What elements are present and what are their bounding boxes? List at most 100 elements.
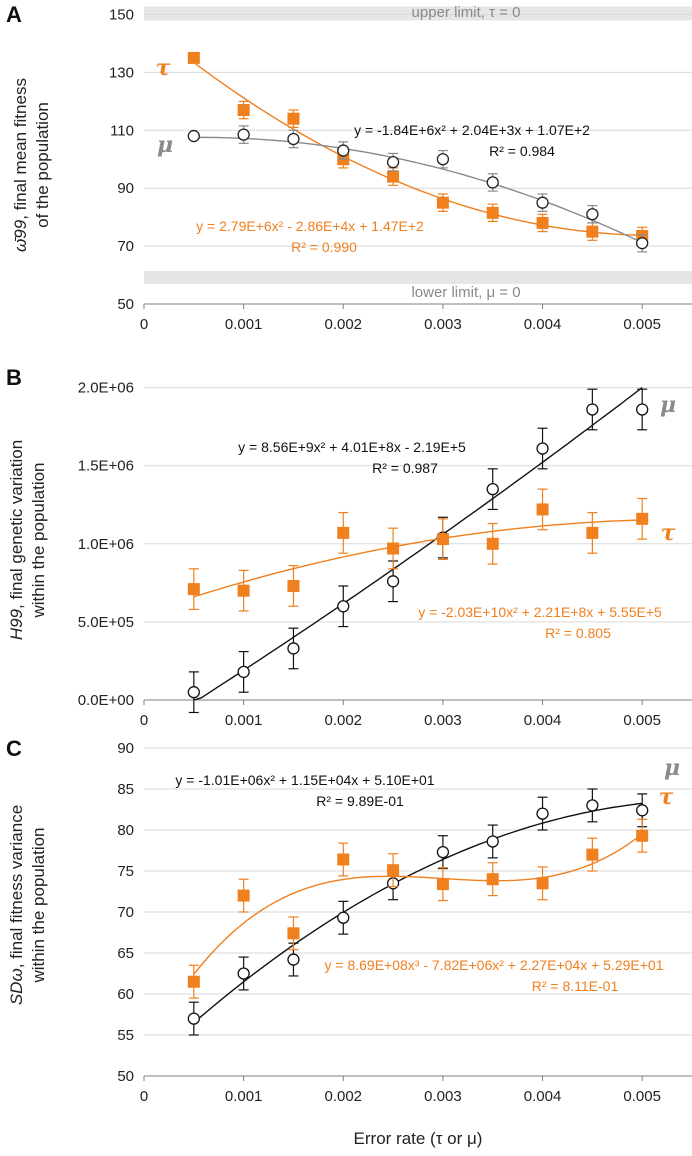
mu-point [337, 144, 350, 157]
mu-point [337, 600, 350, 613]
tau-point [237, 104, 250, 117]
x-tick-label: 0.004 [524, 316, 562, 333]
svg-text:ω̄99, final mean fitness: ω̄99, final mean fitness [11, 78, 30, 252]
tau-point [287, 927, 300, 940]
mu-point [536, 196, 549, 209]
x-tick-label: 0.002 [324, 1088, 362, 1105]
ylabel-line2: within the population [29, 462, 48, 618]
tau-point [486, 537, 499, 550]
ylabel-line2: of the population [33, 102, 52, 228]
tau-point [436, 878, 449, 891]
mu-series-label: μ [157, 132, 173, 158]
mu-point [586, 208, 599, 221]
tau-point [287, 112, 300, 125]
mu-fit-curve [193, 136, 643, 244]
tau-point [237, 584, 250, 597]
tau-point [187, 583, 200, 596]
x-tick-label: 0.001 [225, 1088, 263, 1105]
mu-point [636, 804, 649, 817]
x-tick-label: 0.003 [424, 1088, 462, 1105]
mu-point [287, 642, 300, 655]
panel-a: A 50 70 90 110 130 150 0 0.001 0.002 0.003 0.004 0… [6, 2, 692, 333]
tau-point [536, 877, 549, 890]
x-tick-label: 0.005 [623, 712, 661, 729]
y-tick-label: 70 [117, 238, 134, 255]
tau-point [337, 853, 350, 866]
y-tick-label: 50 [117, 1068, 134, 1085]
y-tick-label: 5.0E+05 [78, 614, 134, 631]
y-tick-label: 90 [117, 740, 134, 757]
y-tick-label: 70 [117, 904, 134, 921]
mu-point [187, 1012, 200, 1025]
y-tick-label: 1.5E+06 [78, 458, 134, 475]
tau-point [636, 512, 649, 525]
tau-point [387, 170, 400, 183]
mu-series-label: μ [664, 755, 680, 781]
y-tick-label: 130 [109, 64, 134, 81]
tau-point [187, 51, 200, 64]
panel-b-ylabel: H99, final genetic variation within the … [7, 440, 48, 640]
panel-b-letter: B [6, 365, 22, 390]
y-tick-label: 150 [109, 6, 134, 23]
tau-fit-r2: R² = 0.990 [291, 239, 357, 255]
y-tick-label: 0.0E+00 [78, 692, 134, 709]
tau-point [387, 542, 400, 555]
x-tick-label: 0.001 [225, 712, 263, 729]
mu-point [586, 799, 599, 812]
tau-fit-r2: R² = 0.805 [545, 625, 611, 641]
y-tick-label: 60 [117, 986, 134, 1003]
tau-fit-curve [193, 519, 643, 598]
panel-a-letter: A [6, 2, 22, 27]
mu-fit-r2: R² = 0.984 [489, 143, 555, 159]
y-tick-label: 85 [117, 781, 134, 798]
mu-fit-curve [193, 802, 643, 1024]
tau-point [536, 503, 549, 516]
mu-fit-equation: y = -1.01E+06x² + 1.15E+04x + 5.10E+01 [175, 772, 434, 788]
mu-point [586, 403, 599, 416]
mu-point [187, 129, 200, 143]
x-tick-label: 0.003 [424, 712, 462, 729]
tau-point [486, 206, 499, 219]
tau-point [586, 526, 599, 539]
tau-fit-curve [193, 833, 643, 975]
x-tick-label: 0.001 [225, 316, 263, 333]
tau-point [287, 579, 300, 592]
mu-fit-equation: y = 8.56E+9x² + 4.01E+8x - 2.19E+5 [238, 439, 466, 455]
x-tick-label: 0.004 [524, 712, 562, 729]
y-tick-label: 110 [110, 122, 134, 139]
tau-point [586, 225, 599, 238]
tau-point [337, 526, 350, 539]
ylabel-line1: , final mean fitness [11, 78, 30, 220]
mu-point [486, 176, 499, 189]
mu-point [436, 845, 450, 859]
tau-point [536, 216, 549, 229]
mu-series-label: μ [660, 392, 676, 418]
mu-point [386, 575, 400, 588]
mu-point [386, 155, 400, 169]
lower-limit-band [144, 271, 692, 285]
tau-series-label: τ [661, 520, 676, 546]
tau-fit-equation: y = 2.79E+6x² - 2.86E+4x + 1.47E+2 [196, 218, 424, 234]
tau-fit-equation: y = 8.69E+08x³ - 7.82E+06x² + 2.27E+04x … [325, 957, 664, 973]
ylabel-symbol: ω̄99 [11, 219, 30, 252]
tau-fit-curve [193, 61, 643, 236]
mu-fit-r2: R² = 0.987 [372, 460, 438, 476]
tau-point [387, 864, 400, 877]
mu-point [337, 911, 350, 924]
x-tick-label: 0 [140, 316, 148, 333]
svg-text:H99, final genetic variation: H99, final genetic variation [7, 440, 26, 640]
tau-point [586, 848, 599, 861]
ylabel-line2: within the population [29, 827, 48, 983]
y-tick-label: 1.0E+06 [78, 536, 134, 553]
upper-limit-band [144, 6, 692, 21]
mu-point [187, 686, 200, 699]
mu-point [486, 482, 499, 496]
ylabel-line1: , final fitness variance [7, 805, 26, 968]
ylabel-line1: , final genetic variation [7, 440, 26, 609]
y-tick-label: 55 [117, 1027, 134, 1044]
ylabel-symbol: SDω [7, 968, 26, 1005]
x-tick-label: 0 [140, 1088, 148, 1105]
tau-point [486, 873, 499, 886]
ylabel-symbol: H99 [7, 608, 26, 640]
